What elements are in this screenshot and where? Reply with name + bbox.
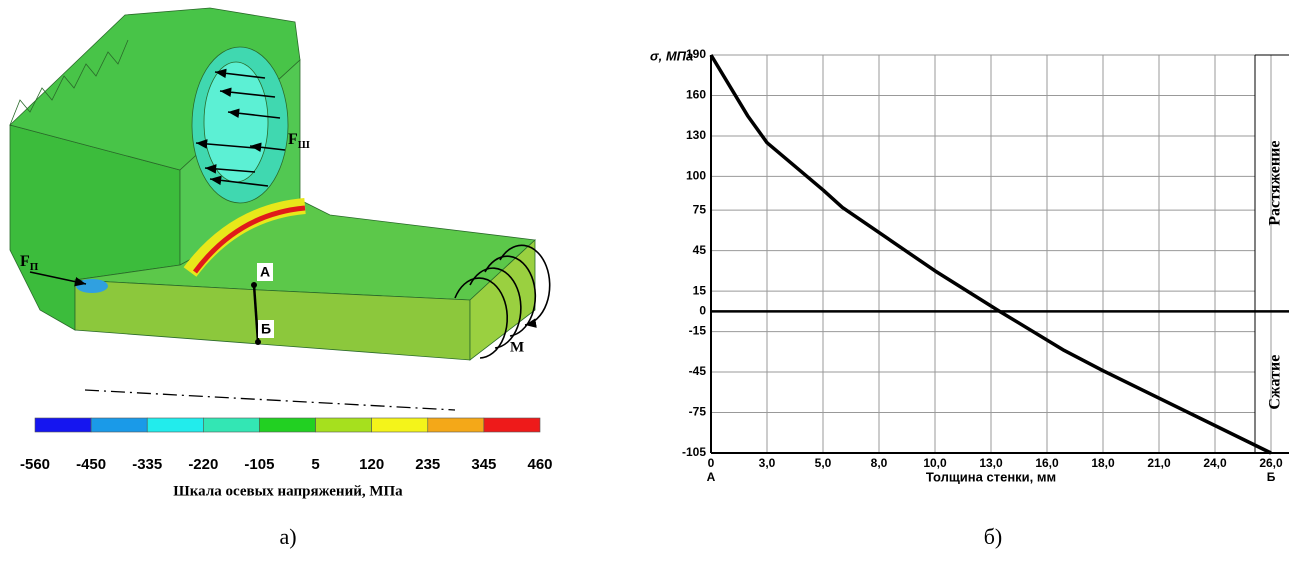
scale-label: 5 <box>311 456 319 473</box>
scale-label: -105 <box>244 456 274 473</box>
y-tick-label: 45 <box>693 243 707 257</box>
point <box>251 282 257 288</box>
scale-cell <box>372 418 428 432</box>
y-tick-label: 190 <box>686 47 706 61</box>
x-tick-label: 3,0 <box>759 456 776 470</box>
y-tick-label: 130 <box>686 128 706 142</box>
point-label: А <box>260 264 270 280</box>
point-label: Б <box>261 321 271 337</box>
y-tick-label: -75 <box>689 405 707 419</box>
y-tick-label: 160 <box>686 88 706 102</box>
scale-caption: Шкала осевых напряжений, МПа <box>173 483 403 499</box>
x-tick-label: 5,0 <box>815 456 832 470</box>
y-tick-label: 15 <box>693 283 707 297</box>
scale-cell <box>428 418 484 432</box>
x-tick-label: 8,0 <box>871 456 888 470</box>
scale-label: -335 <box>132 456 162 473</box>
scale-label: 235 <box>415 456 440 473</box>
x-end-label: А <box>707 470 716 484</box>
scale-label: 345 <box>471 456 496 473</box>
scale-cell <box>203 418 259 432</box>
zone-label: Сжатие <box>1267 355 1284 410</box>
x-end-label: Б <box>1267 470 1276 484</box>
y-tick-label: -15 <box>689 324 707 338</box>
zone-label: Растяжение <box>1267 141 1284 226</box>
x-tick-label: 26,0 <box>1259 456 1283 470</box>
scale-cell <box>484 418 540 432</box>
x-tick-label: 13,0 <box>979 456 1003 470</box>
stress-spot <box>76 279 108 293</box>
y-tick-label: 100 <box>686 169 706 183</box>
fem-model <box>10 8 535 360</box>
scale-label: 460 <box>527 456 552 473</box>
point <box>255 339 261 345</box>
scale-cell <box>316 418 372 432</box>
y-tick-label: 0 <box>699 304 706 318</box>
y-tick-label: -105 <box>682 445 706 459</box>
x-tick-label: 18,0 <box>1091 456 1115 470</box>
x-axis-label: Толщина стенки, мм <box>926 469 1056 484</box>
x-tick-label: 0 <box>708 456 715 470</box>
scale-label: 120 <box>359 456 384 473</box>
x-tick-label: 10,0 <box>923 456 947 470</box>
panel-label: б) <box>984 524 1003 549</box>
scale-label: -560 <box>20 456 50 473</box>
x-tick-label: 16,0 <box>1035 456 1059 470</box>
scale-label: -450 <box>76 456 106 473</box>
x-tick-label: 24,0 <box>1203 456 1227 470</box>
scale-cell <box>147 418 203 432</box>
y-tick-label: -45 <box>689 364 707 378</box>
y-tick-label: 75 <box>693 202 707 216</box>
hole <box>204 62 268 182</box>
scale-cell <box>35 418 91 432</box>
figure: А Б FШ FП M Шкала осевых напряжений, МПа… <box>0 0 1289 556</box>
x-tick-label: 21,0 <box>1147 456 1171 470</box>
scale-cell <box>91 418 147 432</box>
moment-label: M <box>510 339 524 355</box>
scale-label: -220 <box>188 456 218 473</box>
axis-line <box>85 390 455 410</box>
panel-label: а) <box>279 524 296 549</box>
scale-cell <box>259 418 315 432</box>
